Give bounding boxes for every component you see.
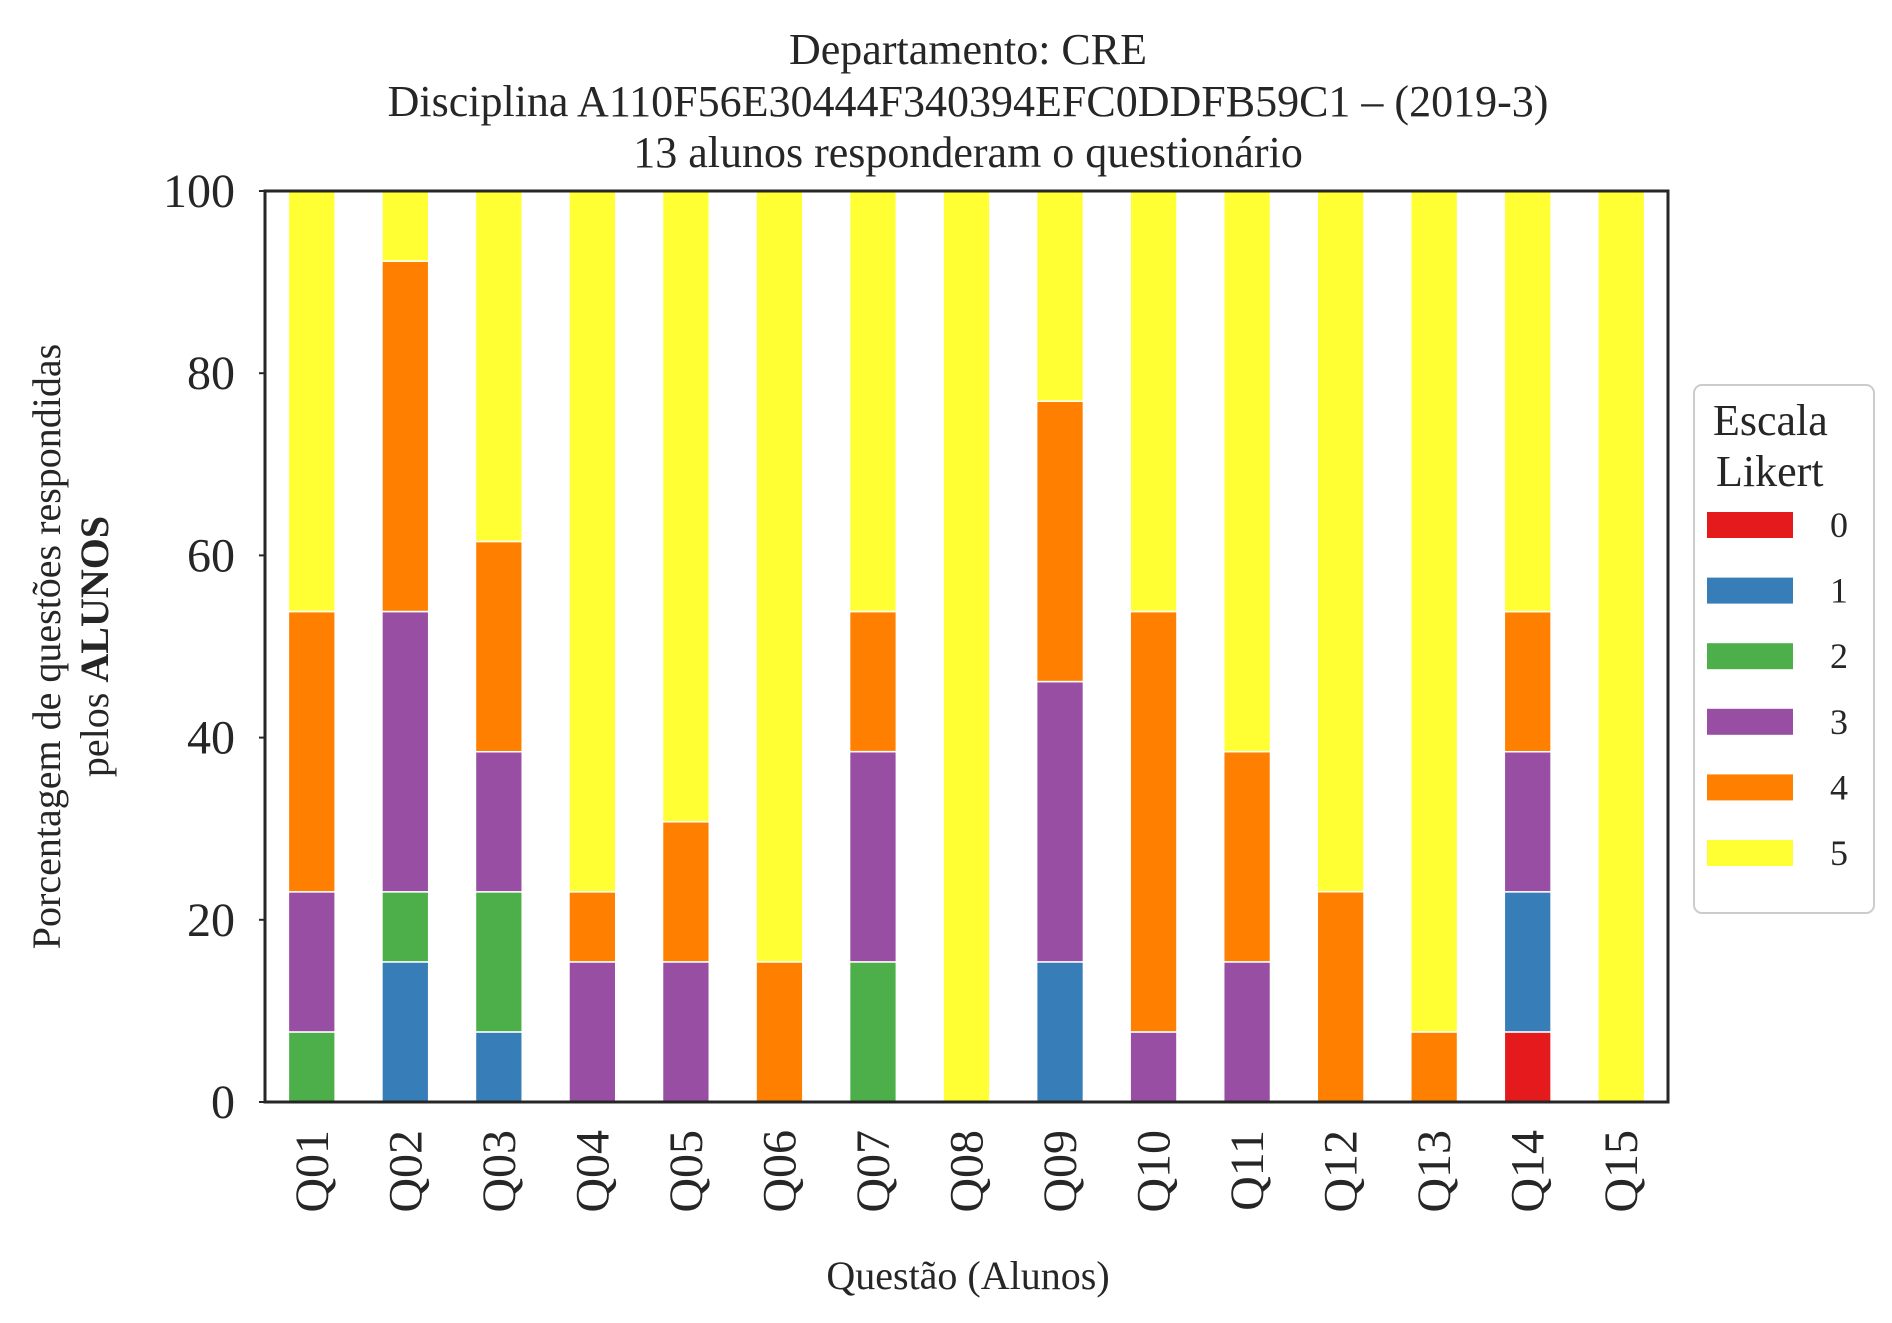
x-axis-label: Questão (Alunos)	[826, 1253, 1109, 1298]
x-tick-label-q05: Q05	[660, 1130, 713, 1213]
legend-title-line-1: Escala	[1713, 396, 1828, 445]
legend-title-line-2: Likert	[1716, 447, 1824, 496]
x-axis-ticks: Q01 Q02 Q03 Q04 Q05 Q06 Q07 Q08 Q09 Q10 Q11 Q12 Q13 Q…	[286, 1130, 1648, 1213]
bar-segment-q14-likert-1	[1503, 891, 1552, 1033]
legend-label-1: 1	[1830, 571, 1848, 611]
bar-segment-q02-likert-5	[381, 190, 430, 262]
bar-segment-q03-likert-5	[474, 190, 523, 543]
bar-segment-q06-likert-4	[755, 961, 804, 1103]
bar-segment-q13-likert-5	[1410, 190, 1459, 1033]
y-axis-label-bold: ALUNOS	[72, 516, 117, 683]
bar-segment-q06-likert-5	[755, 190, 804, 963]
x-tick-label-q04: Q04	[566, 1130, 619, 1213]
legend-label-4: 4	[1830, 767, 1848, 807]
bar-segment-q03-likert-2	[474, 891, 523, 1033]
y-tick-label-0: 0	[211, 1076, 235, 1129]
bar-segment-q09-likert-1	[1035, 961, 1085, 1103]
bar-segment-q04-likert-5	[568, 190, 617, 893]
bar-segment-q03-likert-3	[474, 750, 523, 893]
bars-layer	[287, 190, 1646, 1103]
x-tick-label-q08: Q08	[941, 1130, 994, 1213]
bar-segment-q03-likert-4	[474, 540, 523, 753]
bar-segment-q12-likert-4	[1316, 890, 1365, 1103]
y-tick-label-40: 40	[187, 712, 235, 765]
y-axis-label-line-2: pelos ALUNOS	[72, 516, 117, 777]
bar-segment-q01-likert-2	[287, 1031, 336, 1103]
x-tick-label-q06: Q06	[753, 1130, 806, 1213]
y-tick-label-60: 60	[187, 529, 235, 582]
bar-segment-q14-likert-5	[1503, 190, 1552, 613]
bar-segment-q15-likert-5	[1597, 190, 1646, 1103]
bar-segment-q10-likert-4	[1129, 610, 1178, 1033]
bar-segment-q01-likert-3	[287, 891, 336, 1033]
legend-swatch-1	[1707, 577, 1793, 604]
bar-segment-q10-likert-5	[1129, 190, 1178, 613]
bar-segment-q02-likert-4	[381, 260, 430, 613]
bar-segment-q10-likert-3	[1129, 1031, 1178, 1103]
x-tick-label-q11: Q11	[1221, 1130, 1274, 1211]
y-axis-ticks: 0 20 40 60 80 100	[163, 165, 265, 1129]
bar-segment-q09-likert-3	[1035, 680, 1085, 963]
bar-segment-q05-likert-5	[661, 190, 711, 823]
bar-segment-q11-likert-3	[1222, 961, 1272, 1103]
bar-segment-q04-likert-4	[568, 891, 617, 963]
bar-segment-q14-likert-0	[1503, 1031, 1552, 1103]
bar-segment-q11-likert-5	[1222, 190, 1272, 753]
x-tick-label-q07: Q07	[847, 1130, 900, 1213]
bar-segment-q13-likert-4	[1410, 1031, 1459, 1103]
bar-segment-q07-likert-4	[848, 610, 898, 753]
legend-swatch-2	[1707, 643, 1793, 670]
legend-label-0: 0	[1830, 505, 1848, 545]
x-tick-label-q02: Q02	[379, 1130, 432, 1213]
bar-segment-q05-likert-3	[661, 961, 711, 1103]
legend-swatch-4	[1707, 774, 1793, 801]
x-tick-label-q10: Q10	[1128, 1130, 1181, 1213]
bar-segment-q05-likert-4	[661, 821, 711, 963]
legend-items: 0 1 2 3 4 5	[1707, 505, 1848, 873]
y-axis-label: Porcentagem de questões respondidas pelo…	[24, 344, 117, 949]
plot-frame	[263, 189, 1670, 1104]
x-tick-label-q03: Q03	[473, 1130, 526, 1213]
legend-label-2: 2	[1830, 636, 1848, 676]
y-tick-label-100: 100	[163, 165, 235, 218]
x-tick-label-q09: Q09	[1034, 1130, 1087, 1213]
y-tick-label-20: 20	[187, 894, 235, 947]
bar-segment-q07-likert-3	[848, 750, 898, 963]
bar-segment-q09-likert-5	[1035, 190, 1085, 403]
chart-title: Departamento: CRE Disciplina A110F56E304…	[388, 25, 1549, 177]
bar-segment-q03-likert-1	[474, 1031, 523, 1103]
x-tick-label-q14: Q14	[1502, 1130, 1555, 1213]
legend-label-3: 3	[1830, 702, 1848, 742]
legend-swatch-3	[1707, 708, 1793, 735]
bar-segment-q02-likert-3	[381, 610, 430, 893]
bar-segment-q04-likert-3	[568, 961, 617, 1103]
bar-segment-q02-likert-1	[381, 961, 430, 1103]
bar-segment-q08-likert-5	[942, 190, 991, 1103]
bar-segment-q07-likert-2	[848, 961, 898, 1103]
legend-swatch-0	[1707, 512, 1793, 538]
bar-segment-q14-likert-4	[1503, 610, 1552, 753]
bar-segment-q14-likert-3	[1503, 750, 1552, 893]
bar-segment-q07-likert-5	[848, 190, 898, 613]
y-axis-label-prefix: pelos	[72, 683, 117, 777]
title-line-3: 13 alunos responderam o questionário	[633, 128, 1303, 177]
y-tick-label-80: 80	[187, 347, 235, 400]
x-tick-label-q15: Q15	[1595, 1130, 1648, 1213]
x-tick-label-q01: Q01	[286, 1130, 339, 1213]
bar-segment-q01-likert-4	[287, 610, 336, 893]
y-axis-label-line-1: Porcentagem de questões respondidas	[24, 344, 69, 949]
bar-segment-q02-likert-2	[381, 891, 430, 963]
x-tick-label-q12: Q12	[1315, 1130, 1368, 1213]
bar-segment-q11-likert-4	[1222, 750, 1272, 963]
title-line-1: Departamento: CRE	[789, 25, 1147, 74]
bar-segment-q09-likert-4	[1035, 400, 1085, 683]
x-tick-label-q13: Q13	[1408, 1130, 1461, 1213]
legend: Escala Likert 0 1 2 3 4 5	[1693, 384, 1875, 914]
legend-label-5: 5	[1830, 833, 1848, 873]
bar-segment-q01-likert-5	[287, 190, 336, 613]
bar-segment-q12-likert-5	[1316, 190, 1365, 893]
legend-swatch-5	[1707, 840, 1793, 866]
title-line-2: Disciplina A110F56E30444F340394EFC0DDFB5…	[388, 77, 1549, 126]
